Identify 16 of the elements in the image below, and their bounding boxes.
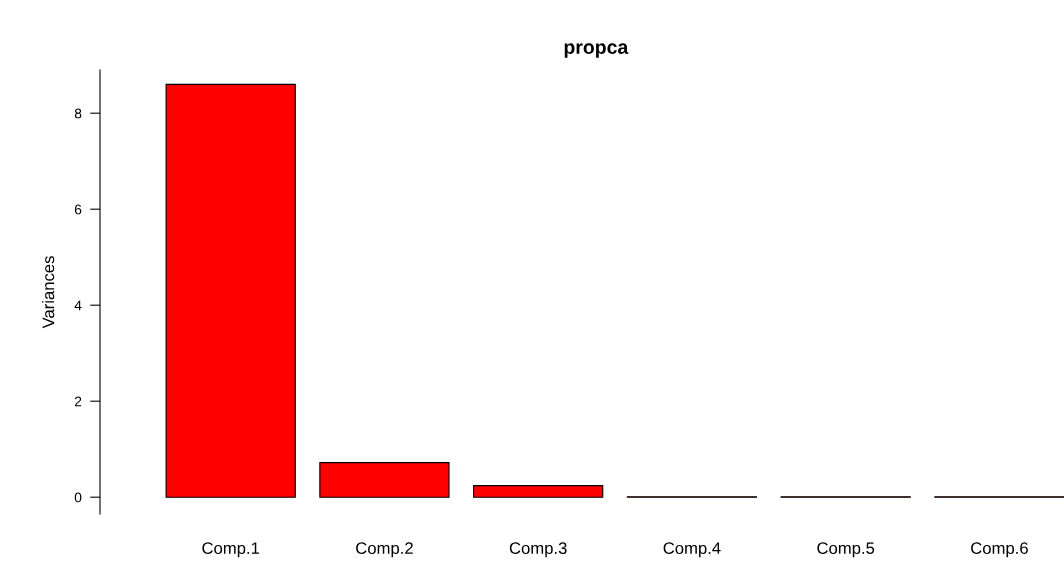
bar — [473, 485, 604, 498]
x-tick-label: Comp.2 — [356, 542, 413, 558]
y-tick-label: 2 — [74, 396, 82, 407]
x-tick-label: Comp.1 — [202, 542, 260, 558]
bar — [319, 462, 450, 498]
bar — [165, 83, 296, 498]
chart-title: propca — [564, 43, 629, 58]
x-tick-label: Comp.5 — [817, 542, 875, 558]
x-tick-label: Comp.4 — [663, 542, 721, 558]
x-tick-label: Comp.3 — [509, 542, 567, 558]
y-tick-label: 8 — [74, 108, 82, 119]
y-tick-label: 6 — [74, 204, 82, 215]
x-tick-label: Comp.6 — [971, 542, 1028, 558]
y-tick-label: 4 — [74, 300, 82, 311]
y-tick-label: 0 — [74, 492, 82, 503]
y-axis-title: Variances — [42, 256, 55, 329]
